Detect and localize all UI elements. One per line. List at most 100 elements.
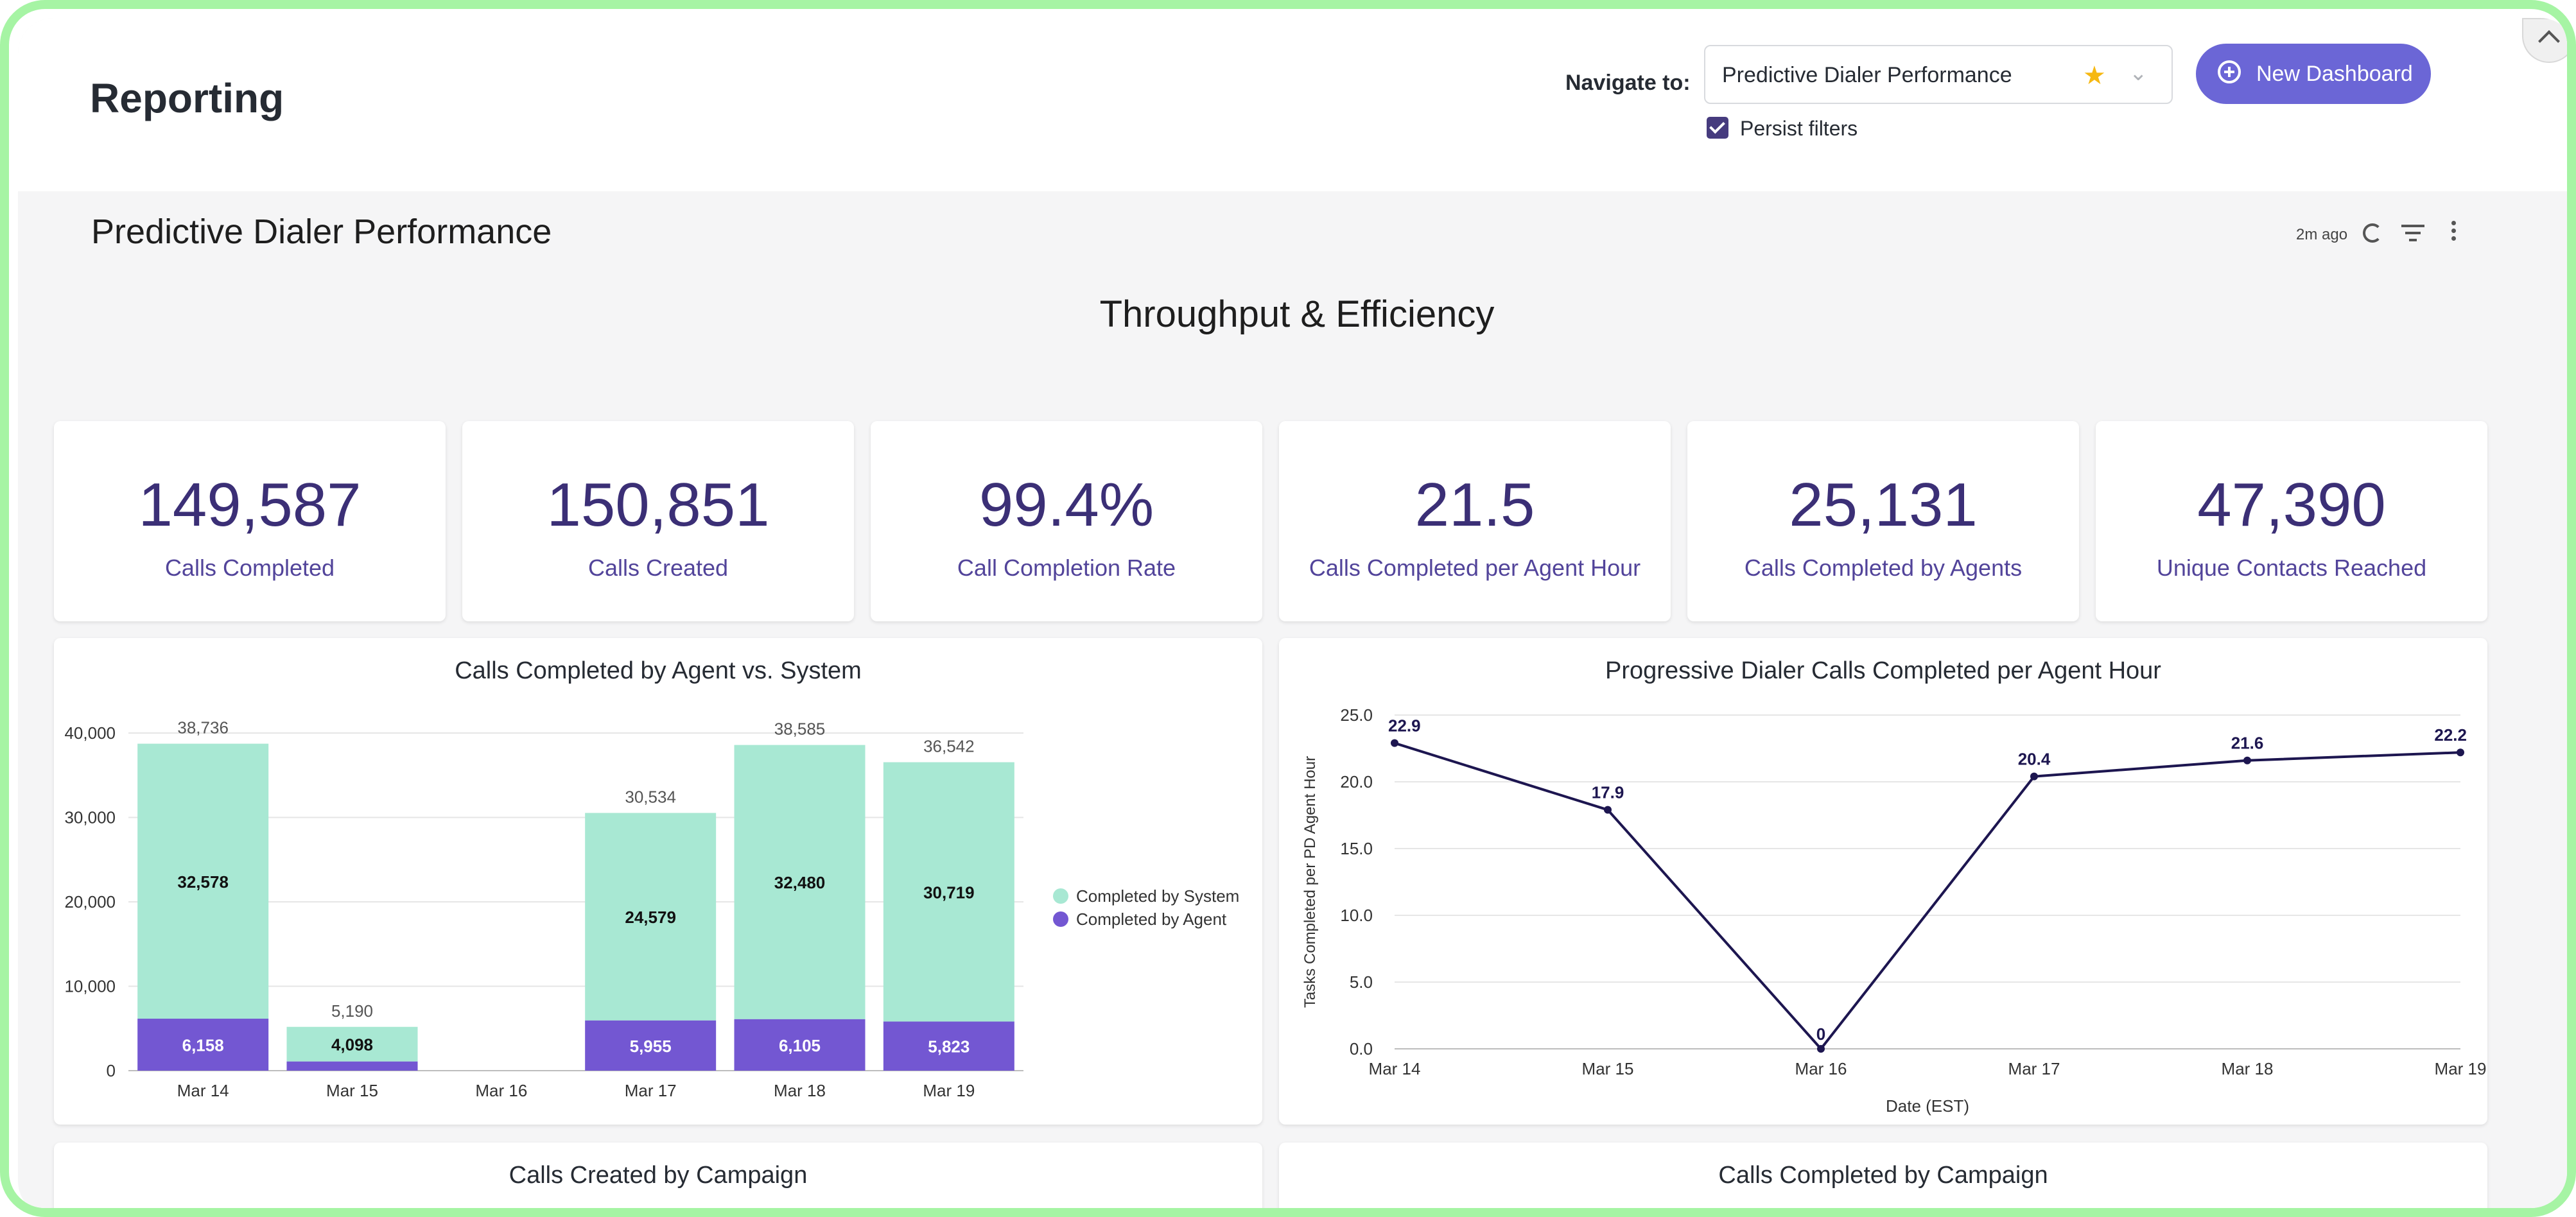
chevron-down-icon[interactable]: ⌄ <box>2129 61 2148 85</box>
y-tick-label: 0.0 <box>1350 1039 1373 1058</box>
plus-circle-icon <box>2218 60 2241 83</box>
filter-icon[interactable] <box>2401 225 2424 243</box>
kpi-card-completion-rate[interactable]: 99.4% Call Completion Rate <box>871 421 1262 621</box>
data-point <box>1817 1045 1825 1053</box>
refresh-icon[interactable] <box>2363 223 2382 243</box>
kpi-label: Calls Completed per Agent Hour <box>1309 555 1641 581</box>
x-tick-label: Mar 14 <box>177 1081 229 1100</box>
line-chart: 25.0 20.0 15.0 10.0 5.0 0.0 22.9 Mar 14 17.9 Mar … <box>1301 705 2487 1116</box>
persist-filters-label: Persist filters <box>1740 117 1858 140</box>
y-tick-label: 15.0 <box>1340 839 1373 858</box>
bar-system-value-label: 30,719 <box>923 883 975 902</box>
dashboard-title: Predictive Dialer Performance <box>91 212 552 251</box>
x-tick-label: Mar 16 <box>1795 1059 1847 1078</box>
x-tick-label: Mar 16 <box>475 1081 527 1100</box>
x-tick-label: Mar 18 <box>774 1081 826 1100</box>
bar-system-value-label: 24,579 <box>625 908 676 927</box>
bar-agent-value-label: 6,158 <box>182 1036 224 1055</box>
x-tick-label: Mar 15 <box>326 1081 378 1100</box>
persist-filters-checkbox[interactable] <box>1707 117 1728 139</box>
bar-total-label: 30,534 <box>625 787 676 806</box>
x-tick-label: Mar 18 <box>2222 1059 2274 1078</box>
bar-chart-card[interactable]: Calls Completed by Agent vs. System 40,0… <box>54 638 1262 1125</box>
bar-completed-by-agent <box>883 1021 1014 1071</box>
calls-completed-by-campaign-title: Calls Completed by Campaign <box>1718 1162 2048 1189</box>
series-line <box>1394 741 2461 1051</box>
bar-chart: 40,000 30,000 20,000 10,000 0 32,578 6,158 38,7… <box>64 718 1239 1100</box>
bar-agent-value-label: 6,105 <box>779 1036 821 1055</box>
calls-created-by-campaign-card[interactable]: Calls Created by Campaign <box>54 1143 1262 1208</box>
bar-completed-by-agent <box>734 1019 866 1071</box>
y-axis-title: Tasks Completed per PD Agent Hour <box>1301 756 1319 1008</box>
x-axis-title: Date (EST) <box>1886 1096 1969 1116</box>
favorite-star-icon[interactable]: ★ <box>2083 62 2106 90</box>
bar-system-value-label: 32,578 <box>177 872 229 892</box>
kpi-card-completed-by-agents[interactable]: 25,131 Calls Completed by Agents <box>1687 421 2079 621</box>
legend-marker <box>1053 911 1068 927</box>
y-tick-label: 10,000 <box>64 977 116 996</box>
kpi-card-calls-completed[interactable]: 149,587 Calls Completed <box>54 421 446 621</box>
x-tick-label: Mar 17 <box>625 1081 677 1100</box>
kpi-value: 149,587 <box>138 470 361 539</box>
collapse-chevron-up-icon[interactable] <box>2522 18 2567 63</box>
legend-label: Completed by System <box>1076 886 1239 906</box>
more-options-icon[interactable] <box>2451 221 2458 244</box>
y-tick-label: 20.0 <box>1340 772 1373 791</box>
kpi-value: 21.5 <box>1414 470 1535 539</box>
kpi-card-per-agent-hour[interactable]: 21.5 Calls Completed per Agent Hour <box>1279 421 1671 621</box>
top-bar: Reporting Navigate to: Predictive Dialer… <box>18 18 2567 191</box>
bar-agent-value-label: 5,823 <box>928 1037 970 1057</box>
bar-completed-by-system <box>734 745 866 1019</box>
bar-completed-by-system <box>137 743 269 1019</box>
last-updated-text: 2m ago <box>2296 226 2348 243</box>
new-dashboard-label: New Dashboard <box>2256 62 2413 86</box>
data-point <box>1604 806 1612 814</box>
kpi-card-unique-contacts[interactable]: 47,390 Unique Contacts Reached <box>2096 421 2487 621</box>
dashboard-select-value: Predictive Dialer Performance <box>1722 63 2012 87</box>
x-tick-label: Mar 19 <box>2435 1059 2487 1078</box>
x-tick-label: Mar 17 <box>2008 1059 2060 1078</box>
bar-agent-value-label: 5,955 <box>630 1037 672 1056</box>
y-tick-label: 40,000 <box>64 723 116 743</box>
dashboard-select[interactable]: Predictive Dialer Performance ★ ⌄ <box>1704 45 2173 104</box>
y-tick-label: 30,000 <box>64 808 116 827</box>
data-point <box>2243 756 2251 764</box>
kpi-label: Calls Completed <box>164 555 335 581</box>
new-dashboard-button[interactable]: New Dashboard <box>2196 44 2431 104</box>
bar-completed-by-agent <box>137 1019 269 1071</box>
bar-completed-by-system <box>286 1026 418 1062</box>
y-tick-label: 10.0 <box>1340 906 1373 925</box>
bar-total-label: 36,542 <box>923 736 975 755</box>
data-point-label: 0 <box>1816 1024 1825 1044</box>
data-point <box>2457 748 2464 757</box>
page-title: Reporting <box>90 75 284 121</box>
navigate-to-label: Navigate to: <box>1565 71 1691 95</box>
section-title: Throughput & Efficiency <box>1099 293 1495 335</box>
bar-total-label: 38,736 <box>177 718 229 738</box>
x-tick-label: Mar 15 <box>1582 1059 1634 1078</box>
bar-system-value-label: 4,098 <box>331 1035 373 1055</box>
kpi-value: 150,851 <box>546 470 770 539</box>
kpi-value: 99.4% <box>979 470 1154 539</box>
bar-total-label: 38,585 <box>774 720 826 739</box>
line-chart-card[interactable]: Progressive Dialer Calls Completed per A… <box>1279 638 2487 1125</box>
data-point-label: 21.6 <box>2231 734 2264 753</box>
kpi-value: 47,390 <box>2197 470 2386 539</box>
calls-completed-by-campaign-card[interactable]: Calls Completed by Campaign <box>1279 1143 2487 1208</box>
data-point-label: 17.9 <box>1592 783 1624 802</box>
data-point-label: 22.2 <box>2434 725 2467 745</box>
bar-completed-by-agent <box>286 1061 418 1071</box>
kpi-label: Call Completion Rate <box>957 555 1176 581</box>
kpi-label: Calls Created <box>587 555 729 581</box>
y-tick-label: 25.0 <box>1340 705 1373 725</box>
data-point-label: 22.9 <box>1388 716 1421 736</box>
legend-label: Completed by Agent <box>1076 910 1227 929</box>
calls-created-by-campaign-title: Calls Created by Campaign <box>509 1162 808 1189</box>
x-tick-label: Mar 19 <box>923 1081 975 1100</box>
bar-completed-by-system <box>585 813 717 1021</box>
data-point <box>2030 772 2038 781</box>
kpi-label: Unique Contacts Reached <box>2156 555 2427 581</box>
bar-completed-by-system <box>883 762 1014 1022</box>
kpi-card-calls-created[interactable]: 150,851 Calls Created <box>462 421 854 621</box>
